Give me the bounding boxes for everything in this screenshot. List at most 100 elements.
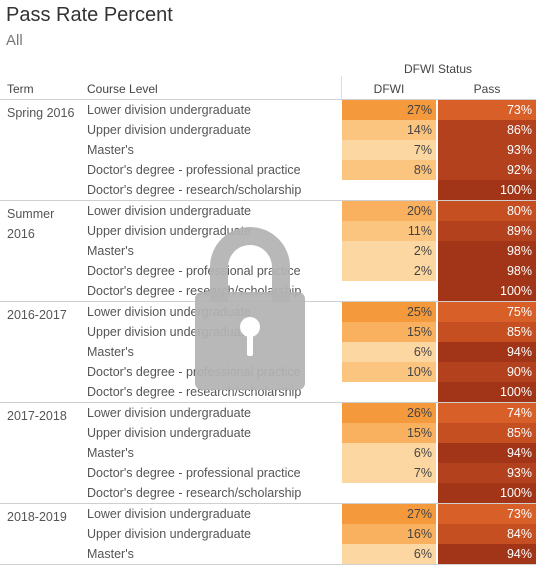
dfwi-cell[interactable]: 25% xyxy=(342,302,436,322)
pass-cell[interactable]: 74% xyxy=(438,403,536,423)
dfwi-cell[interactable]: 15% xyxy=(342,322,436,342)
dfwi-cell[interactable]: 2% xyxy=(342,261,436,281)
course-level-label[interactable]: Master's xyxy=(87,244,134,258)
course-level-label[interactable]: Doctor's degree - research/scholarship xyxy=(87,284,302,298)
term-group: Spring 2016 Lower division undergraduate 2… xyxy=(0,100,536,201)
course-level-label[interactable]: Master's xyxy=(87,345,134,359)
pass-cell[interactable]: 94% xyxy=(438,443,536,463)
course-level-label[interactable]: Doctor's degree - research/scholarship xyxy=(87,385,302,399)
dfwi-status-header: DFWI Status xyxy=(403,62,472,76)
course-level-label[interactable]: Doctor's degree - professional practice xyxy=(87,466,301,480)
table-row: Master's 6% 94% xyxy=(0,443,536,463)
table-row: Doctor's degree - research/scholarship 10… xyxy=(0,281,536,301)
table-row: Doctor's degree - professional practice 8… xyxy=(0,160,536,180)
table-row: Master's 7% 93% xyxy=(0,140,536,160)
pass-cell[interactable]: 100% xyxy=(438,382,536,402)
dfwi-cell[interactable]: 16% xyxy=(342,524,436,544)
term-group: 2017-2018 Lower division undergraduate 26%… xyxy=(0,403,536,504)
dfwi-cell[interactable]: 7% xyxy=(342,463,436,483)
column-header-course-level[interactable]: Course Level xyxy=(87,82,158,96)
pass-cell[interactable]: 85% xyxy=(438,322,536,342)
course-level-label[interactable]: Doctor's degree - professional practice xyxy=(87,163,301,177)
dfwi-cell[interactable]: 26% xyxy=(342,403,436,423)
pass-cell[interactable]: 94% xyxy=(438,544,536,564)
course-level-label[interactable]: Upper division undergraduate xyxy=(87,224,251,238)
pass-cell[interactable]: 98% xyxy=(438,241,536,261)
course-level-label[interactable]: Doctor's degree - research/scholarship xyxy=(87,486,302,500)
table-row: Lower division undergraduate 25% 75% xyxy=(0,302,536,322)
dfwi-cell[interactable]: 8% xyxy=(342,160,436,180)
course-level-label[interactable]: Doctor's degree - professional practice xyxy=(87,365,301,379)
course-level-label[interactable]: Doctor's degree - research/scholarship xyxy=(87,183,302,197)
pass-cell[interactable]: 93% xyxy=(438,140,536,160)
pass-cell[interactable]: 86% xyxy=(438,120,536,140)
table-row: Lower division undergraduate 27% 73% xyxy=(0,504,536,524)
table-row: Doctor's degree - research/scholarship 10… xyxy=(0,483,536,503)
course-level-label[interactable]: Lower division undergraduate xyxy=(87,305,251,319)
pass-cell[interactable]: 93% xyxy=(438,463,536,483)
dfwi-cell[interactable] xyxy=(342,281,436,301)
table-row: Upper division undergraduate 11% 89% xyxy=(0,221,536,241)
dfwi-cell[interactable]: 6% xyxy=(342,544,436,564)
term-label[interactable]: Spring 2016 xyxy=(7,106,75,120)
table-row: Upper division undergraduate 15% 85% xyxy=(0,423,536,443)
pass-cell[interactable]: 75% xyxy=(438,302,536,322)
column-header-dfwi[interactable]: DFWI xyxy=(373,82,405,96)
pass-cell[interactable]: 80% xyxy=(438,201,536,221)
course-level-label[interactable]: Upper division undergraduate xyxy=(87,325,251,339)
dfwi-cell[interactable]: 6% xyxy=(342,342,436,362)
dfwi-cell[interactable]: 2% xyxy=(342,241,436,261)
course-level-label[interactable]: Upper division undergraduate xyxy=(87,527,251,541)
pass-cell[interactable]: 73% xyxy=(438,504,536,524)
course-level-label[interactable]: Master's xyxy=(87,446,134,460)
pass-cell[interactable]: 94% xyxy=(438,342,536,362)
pass-cell[interactable]: 90% xyxy=(438,362,536,382)
course-level-label[interactable]: Master's xyxy=(87,143,134,157)
table-row: Lower division undergraduate 20% 80% xyxy=(0,201,536,221)
pass-cell[interactable]: 89% xyxy=(438,221,536,241)
column-header-pass[interactable]: Pass xyxy=(473,82,501,96)
term-label[interactable]: 2018-2019 xyxy=(7,510,67,524)
pass-cell[interactable]: 84% xyxy=(438,524,536,544)
dfwi-cell[interactable]: 15% xyxy=(342,423,436,443)
dfwi-cell[interactable]: 27% xyxy=(342,100,436,120)
dfwi-cell[interactable]: 10% xyxy=(342,362,436,382)
course-level-label[interactable]: Lower division undergraduate xyxy=(87,103,251,117)
course-level-label[interactable]: Upper division undergraduate xyxy=(87,123,251,137)
term-label[interactable]: Summer 2016 xyxy=(7,207,55,241)
table-row: Master's 2% 98% xyxy=(0,241,536,261)
course-level-label[interactable]: Master's xyxy=(87,547,134,561)
pass-cell[interactable]: 100% xyxy=(438,180,536,200)
dfwi-cell[interactable]: 6% xyxy=(342,443,436,463)
dfwi-cell[interactable] xyxy=(342,483,436,503)
column-header-term[interactable]: Term xyxy=(7,82,34,96)
table-row: Upper division undergraduate 15% 85% xyxy=(0,322,536,342)
pass-cell[interactable]: 98% xyxy=(438,261,536,281)
dfwi-cell[interactable]: 27% xyxy=(342,504,436,524)
course-level-label[interactable]: Lower division undergraduate xyxy=(87,507,251,521)
table-row: Doctor's degree - professional practice 2… xyxy=(0,261,536,281)
pass-cell[interactable]: 92% xyxy=(438,160,536,180)
table-row: Master's 6% 94% xyxy=(0,342,536,362)
term-label[interactable]: 2017-2018 xyxy=(7,409,67,423)
pass-cell[interactable]: 100% xyxy=(438,483,536,503)
course-level-label[interactable]: Doctor's degree - professional practice xyxy=(87,264,301,278)
dfwi-cell[interactable]: 20% xyxy=(342,201,436,221)
term-label[interactable]: 2016-2017 xyxy=(7,308,67,322)
dfwi-cell[interactable] xyxy=(342,382,436,402)
course-level-label[interactable]: Lower division undergraduate xyxy=(87,204,251,218)
dfwi-cell[interactable]: 14% xyxy=(342,120,436,140)
course-level-label[interactable]: Lower division undergraduate xyxy=(87,406,251,420)
table-row: Upper division undergraduate 14% 86% xyxy=(0,120,536,140)
dfwi-cell[interactable] xyxy=(342,180,436,200)
header-divider xyxy=(341,76,342,100)
page-title: Pass Rate Percent xyxy=(6,4,173,26)
pass-cell[interactable]: 73% xyxy=(438,100,536,120)
dfwi-cell[interactable]: 11% xyxy=(342,221,436,241)
course-level-label[interactable]: Upper division undergraduate xyxy=(87,426,251,440)
dfwi-cell[interactable]: 7% xyxy=(342,140,436,160)
pass-cell[interactable]: 85% xyxy=(438,423,536,443)
term-group: 2016-2017 Lower division undergraduate 25%… xyxy=(0,302,536,403)
table-row: Doctor's degree - professional practice 1… xyxy=(0,362,536,382)
pass-cell[interactable]: 100% xyxy=(438,281,536,301)
